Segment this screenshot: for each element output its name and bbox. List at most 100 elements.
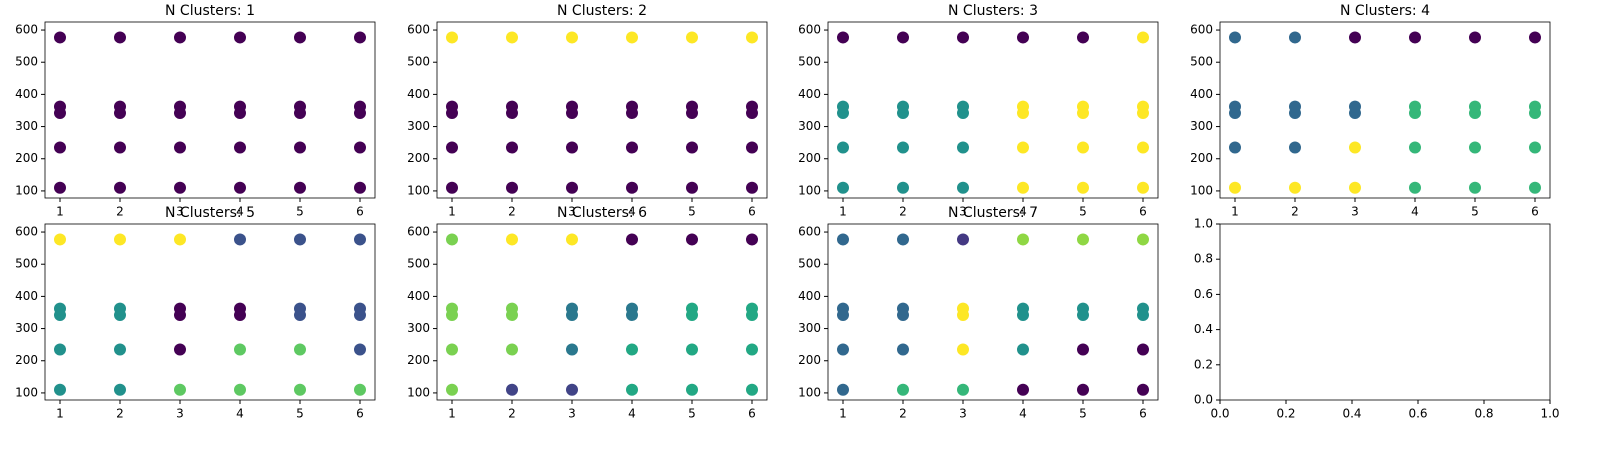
point (354, 233, 366, 246)
y-tick-label: 300 (798, 321, 821, 335)
x-tick-label: 5 (1079, 205, 1087, 219)
y-tick-label: 400 (1190, 87, 1213, 101)
point (1469, 100, 1481, 113)
point (174, 100, 186, 113)
y-tick-label: 0.6 (1194, 287, 1213, 301)
y-tick-label: 1.0 (1194, 217, 1213, 231)
x-tick-label: 6 (1139, 407, 1147, 421)
x-tick-label: 4 (236, 407, 244, 421)
point (114, 233, 126, 246)
point (54, 181, 66, 194)
point (234, 141, 246, 154)
y-tick-label: 600 (15, 23, 38, 37)
y-tick-label: 300 (798, 119, 821, 133)
y-tick-label: 300 (407, 321, 430, 335)
point (1289, 31, 1301, 44)
point (54, 141, 66, 154)
point (294, 302, 306, 315)
point (1017, 343, 1029, 356)
point (1469, 141, 1481, 154)
point (897, 343, 909, 356)
point (446, 31, 458, 44)
point (837, 233, 849, 246)
y-tick-label: 100 (15, 385, 38, 399)
y-tick-label: 200 (407, 353, 430, 367)
subplot-title: N Clusters: 5 (165, 205, 255, 221)
x-tick-label: 2 (116, 205, 124, 219)
point (1017, 302, 1029, 315)
point (686, 181, 698, 194)
point (957, 141, 969, 154)
point (626, 233, 638, 246)
point (174, 343, 186, 356)
point (1229, 31, 1241, 44)
x-tick-label: 5 (296, 407, 304, 421)
point (1077, 233, 1089, 246)
point (446, 233, 458, 246)
point (746, 343, 758, 356)
point (446, 302, 458, 315)
point (1077, 343, 1089, 356)
point (837, 31, 849, 44)
x-tick-label: 4 (628, 205, 636, 219)
point (626, 141, 638, 154)
point (234, 233, 246, 246)
point (1017, 141, 1029, 154)
axes-frame (436, 223, 768, 401)
point (1229, 141, 1241, 154)
subplot-title: N Clusters: 2 (557, 3, 647, 19)
point (1349, 100, 1361, 113)
point (114, 383, 126, 396)
point (686, 31, 698, 44)
point (114, 100, 126, 113)
y-tick-label: 200 (798, 151, 821, 165)
point (506, 343, 518, 356)
y-tick-label: 300 (407, 119, 430, 133)
point (294, 181, 306, 194)
point (1349, 141, 1361, 154)
point (506, 302, 518, 315)
point (566, 181, 578, 194)
point (837, 181, 849, 194)
x-tick-label: 3 (959, 205, 967, 219)
point (234, 383, 246, 396)
y-tick-label: 0.4 (1194, 322, 1213, 336)
y-tick-label: 500 (798, 257, 821, 271)
point (1137, 383, 1149, 396)
point (897, 100, 909, 113)
point (114, 302, 126, 315)
point (686, 141, 698, 154)
point (837, 343, 849, 356)
x-tick-label: 3 (176, 205, 184, 219)
point (1137, 233, 1149, 246)
point (957, 343, 969, 356)
point (354, 343, 366, 356)
subplot-title: N Clusters: 3 (948, 3, 1038, 19)
subplot-title: N Clusters: 7 (948, 205, 1038, 221)
point (1349, 181, 1361, 194)
point (1017, 31, 1029, 44)
x-tick-label: 3 (568, 205, 576, 219)
point (446, 141, 458, 154)
y-tick-label: 100 (1190, 183, 1213, 197)
point (1077, 31, 1089, 44)
y-tick-label: 500 (15, 257, 38, 271)
x-tick-label: 6 (1531, 205, 1539, 219)
x-tick-label: 0.4 (1342, 407, 1361, 421)
point (506, 100, 518, 113)
point (294, 100, 306, 113)
point (1409, 181, 1421, 194)
y-tick-label: 200 (15, 353, 38, 367)
point (566, 302, 578, 315)
point (174, 383, 186, 396)
y-tick-label: 200 (1190, 151, 1213, 165)
x-tick-label: 1 (448, 407, 456, 421)
x-tick-label: 1 (56, 407, 64, 421)
point (626, 31, 638, 44)
x-tick-label: 1 (839, 407, 847, 421)
y-tick-label: 500 (407, 257, 430, 271)
point (686, 302, 698, 315)
point (506, 31, 518, 44)
point (506, 233, 518, 246)
